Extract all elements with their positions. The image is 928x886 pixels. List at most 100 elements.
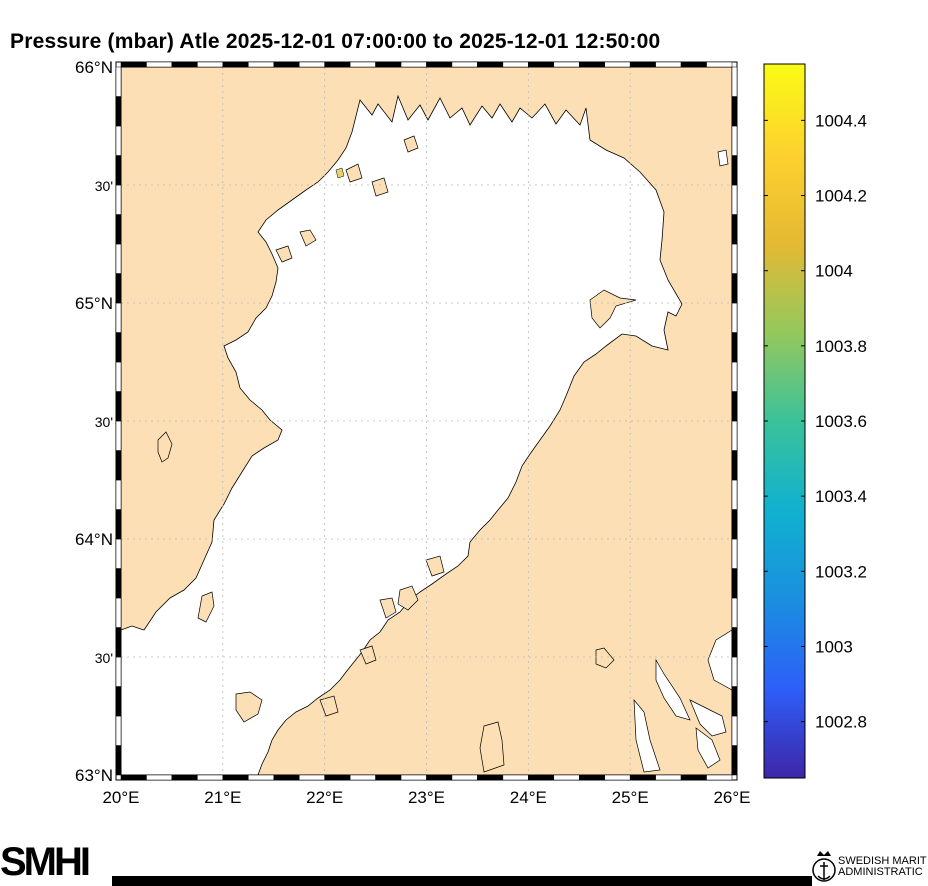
frame-segment-right (731, 155, 738, 186)
frame-segment-bottom (171, 774, 198, 781)
frame-segment-left (115, 686, 122, 717)
frame-segment-top (451, 61, 478, 68)
smhi-logo: SMHI (0, 840, 91, 884)
frame-segment-top (706, 61, 733, 68)
frame-segment-right (731, 479, 738, 510)
frame-segment-top (655, 61, 682, 68)
frame-segment-bottom (477, 774, 504, 781)
frame-segment-left (115, 479, 122, 510)
frame-segment-top (349, 61, 376, 68)
frame-segment-top (553, 61, 580, 68)
frame-segment-left (115, 450, 122, 481)
partner-line-2: ADMINISTRATIC (838, 866, 923, 878)
frame-segment-bottom (451, 774, 478, 781)
sea-area-southwest (121, 632, 230, 775)
frame-segment-right (731, 214, 738, 245)
frame-segment-right (731, 125, 738, 156)
frame-segment-bottom (222, 774, 249, 781)
lat-tick-label: 30' (95, 414, 113, 430)
eastern-coast-lower (707, 629, 732, 691)
small-lake-north (717, 149, 729, 167)
frame-segment-right (731, 568, 738, 599)
frame-segment-right (731, 686, 738, 717)
footer-bar (112, 876, 812, 886)
map-title: Pressure (mbar) Atle 2025-12-01 07:00:00… (10, 30, 661, 53)
frame-segment-left (115, 568, 122, 599)
frame-segment-top (604, 61, 631, 68)
frame-segment-top (375, 61, 402, 68)
colorbar-tick-label: 1004.4 (815, 111, 867, 130)
frame-segment-left (115, 538, 122, 569)
frame-segment-bottom (680, 774, 707, 781)
frame-segment-left (115, 332, 122, 363)
frame-segment-left (115, 184, 122, 215)
partner-name: SWEDISH MARIT ADMINISTRATIC (838, 856, 927, 878)
frame-segment-bottom (248, 774, 275, 781)
frame-segment-right (731, 420, 738, 451)
frame-segment-top (680, 61, 707, 68)
frame-segment-bottom (298, 774, 325, 781)
frame-segment-right (731, 627, 738, 658)
frame-segment-right (731, 66, 738, 97)
lon-tick-label: 22°E (306, 788, 343, 807)
crown-anchor-emblem-icon (812, 851, 836, 882)
frame-segment-left (115, 715, 122, 746)
yellow-cell (335, 167, 345, 179)
lon-tick-label: 24°E (510, 788, 547, 807)
frame-segment-bottom (146, 774, 173, 781)
frame-segment-right (731, 656, 738, 687)
partner-line-1: SWEDISH MARIT (838, 855, 927, 867)
frame-segment-left (115, 96, 122, 127)
frame-segment-left (115, 627, 122, 658)
frame-segment-top (197, 61, 224, 68)
frame-segment-right (731, 332, 738, 363)
frame-segment-right (731, 745, 738, 776)
colorbar-tick-label: 1004 (815, 262, 853, 281)
frame-segment-bottom (273, 774, 300, 781)
lat-tick-label: 64°N (75, 530, 113, 549)
frame-segment-left (115, 155, 122, 186)
frame-segment-bottom (349, 774, 376, 781)
skerry-east (655, 658, 691, 721)
frame-segment-top (400, 61, 427, 68)
colorbar-tick-label: 1003.6 (815, 412, 867, 431)
frame-segment-left (115, 125, 122, 156)
frame-segment-bottom (502, 774, 529, 781)
frame-segment-left (115, 420, 122, 451)
frame-segment-bottom (120, 774, 147, 781)
lat-tick-label: 30' (95, 178, 113, 194)
frame-segment-right (731, 273, 738, 304)
frame-segment-right (731, 361, 738, 392)
frame-segment-bottom (426, 774, 453, 781)
colorbar-tick-label: 1003.4 (815, 487, 867, 506)
frame-segment-top (273, 61, 300, 68)
frame-segment-left (115, 391, 122, 422)
frame-segment-left (115, 243, 122, 274)
frame-segment-bottom (579, 774, 605, 781)
frame-segment-bottom (706, 774, 733, 781)
frame-segment-top (477, 61, 504, 68)
frame-segment-bottom (604, 774, 631, 781)
frame-segment-top (171, 61, 198, 68)
colorbar-tick-label: 1003.2 (815, 562, 867, 581)
frame-segment-top (298, 61, 325, 68)
frame-segment-right (731, 538, 738, 569)
skerry-east-3 (633, 698, 661, 773)
frame-segment-bottom (375, 774, 402, 781)
frame-segment-left (115, 509, 122, 540)
frame-segment-left (115, 66, 122, 97)
lon-tick-label: 23°E (408, 788, 445, 807)
frame-segment-top (528, 61, 555, 68)
colorbar-tick-label: 1004.2 (815, 187, 867, 206)
lon-tick-label: 20°E (102, 788, 139, 807)
colorbar (763, 63, 806, 779)
islands (157, 135, 637, 773)
lon-tick-label: 21°E (204, 788, 241, 807)
frame-segment-top (248, 61, 275, 68)
frame-segment-bottom (629, 774, 656, 781)
frame-segment-top (629, 61, 656, 68)
frame-segment-left (115, 597, 122, 628)
lat-tick-label: 30' (95, 650, 113, 666)
frame-segment-right (731, 715, 738, 746)
